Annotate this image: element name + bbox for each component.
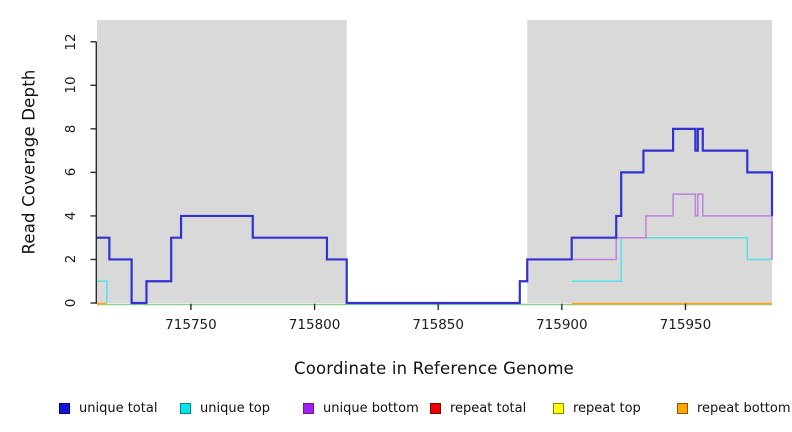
legend-item-unique-total: unique total [59,400,157,416]
x-tick-label: 715800 [288,317,341,333]
legend-label: repeat total [450,400,527,416]
series-line-unique-top [571,236,772,282]
legend-label: unique total [79,400,158,416]
y-tick-label: 0 [63,298,79,308]
legend-item-repeat-top: repeat top [553,400,641,416]
y-tick-label: 12 [63,33,79,51]
x-axis-title: Coordinate in Reference Genome [293,359,575,378]
unique-total-marker-icon [59,402,70,414]
y-axis-title: Read Coverage Depth [19,69,39,255]
y-tick-label: 4 [63,211,79,221]
unique-bottom-marker-icon [303,402,314,414]
legend-label: repeat top [573,400,641,416]
legend-item-unique-bottom: unique bottom [303,400,419,416]
legend-item-unique-top: unique top [180,400,270,416]
legend-item-repeat-total: repeat total [430,400,526,416]
series-line-unique-total [97,127,774,305]
shaded-region [97,20,347,303]
y-tick-label: 6 [63,168,79,177]
legend-item-repeat-bottom: repeat bottom [677,400,791,416]
x-tick-label: 715900 [536,317,588,333]
y-tick-label: 8 [63,124,79,134]
x-tick-label: 715850 [412,317,464,333]
legend-label: unique bottom [323,400,419,416]
x-tick-label: 715750 [165,317,217,333]
series-line-unique-top [97,280,108,303]
legend-label: repeat bottom [697,400,791,416]
shaded-region [527,20,772,303]
series-line-unique-bottom [571,193,773,261]
unique-top-marker-icon [180,402,191,414]
x-tick-label: 715950 [659,317,712,333]
repeat-top-marker-icon [553,402,564,414]
legend-label: unique top [200,400,271,416]
repeat-total-marker-icon [430,402,441,414]
repeat-bottom-marker-icon [677,402,688,414]
y-tick-label: 2 [63,255,79,264]
y-tick-label: 10 [63,76,79,94]
